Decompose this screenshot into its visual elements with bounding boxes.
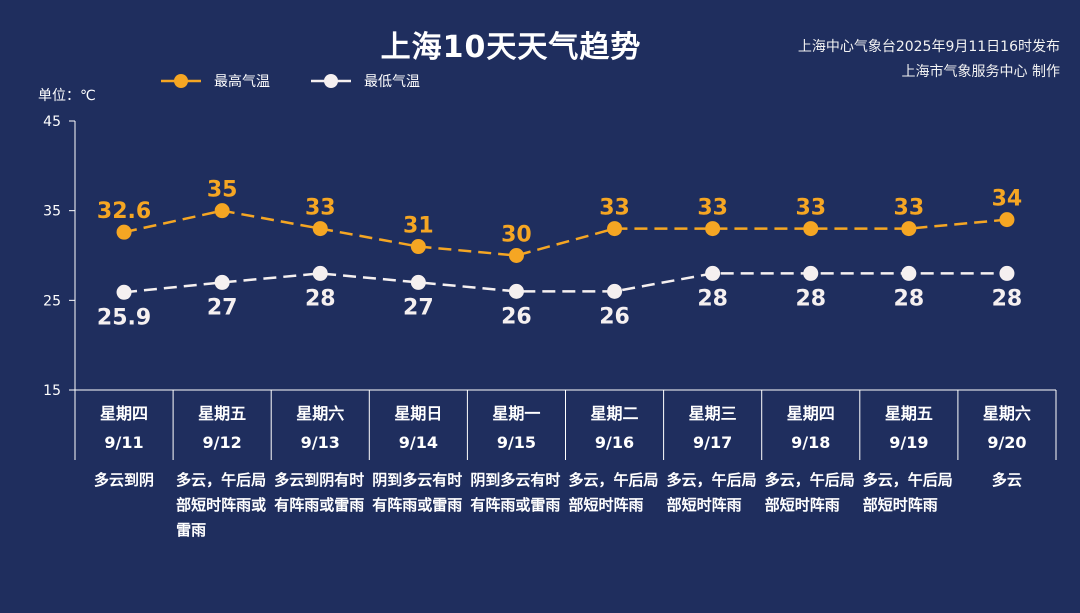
data-label-low: 27 xyxy=(403,295,434,320)
weekday-label: 星期二 xyxy=(590,404,639,423)
series-low-line xyxy=(123,272,1007,294)
legend-low-temp: 最低气温 xyxy=(310,70,420,92)
weekday-label: 星期三 xyxy=(688,404,737,423)
point-low xyxy=(410,274,426,290)
point-low xyxy=(116,284,132,300)
day-header: 星期五 9/12 xyxy=(173,392,271,453)
point-low xyxy=(312,265,328,281)
data-label-high: 31 xyxy=(403,214,434,239)
data-label-low: 28 xyxy=(697,286,728,311)
weekday-label: 星期六 xyxy=(982,404,1031,423)
unit-label: 单位：℃ xyxy=(38,88,96,104)
data-label-low: 28 xyxy=(894,286,925,311)
data-label-high: 32.6 xyxy=(97,199,151,224)
weekday-label: 星期一 xyxy=(492,404,541,423)
data-label-high: 35 xyxy=(207,178,238,203)
day-header: 星期日 9/14 xyxy=(369,392,467,453)
point-low xyxy=(803,265,819,281)
weather-description: 多云，午后局部短时阵雨或雷雨 xyxy=(176,471,267,539)
legend-high-label: 最高气温 xyxy=(214,74,270,90)
day-header: 星期四 9/18 xyxy=(762,392,860,453)
day-header: 星期三 9/17 xyxy=(664,392,762,453)
date-label: 9/14 xyxy=(398,433,438,452)
point-low xyxy=(508,283,524,299)
day-header: 星期一 9/15 xyxy=(467,392,565,453)
data-label-low: 25.9 xyxy=(97,305,151,330)
day-header: 星期五 9/19 xyxy=(860,392,958,453)
data-label-high: 33 xyxy=(795,196,826,221)
point-high xyxy=(607,221,623,237)
y-tick-label: 15 xyxy=(43,383,61,399)
date-label: 9/18 xyxy=(791,433,831,452)
data-label-low: 26 xyxy=(501,304,532,329)
weather-description: 多云 xyxy=(991,471,1022,489)
weather-description: 多云，午后局部短时阵雨 xyxy=(764,471,855,514)
y-tick-label: 25 xyxy=(43,293,61,309)
weather-description: 多云到阴 xyxy=(94,471,155,489)
point-high xyxy=(312,221,328,237)
point-high xyxy=(214,203,230,219)
series-high-line xyxy=(123,209,1008,257)
date-label: 9/19 xyxy=(889,433,929,452)
point-low xyxy=(607,283,623,299)
data-label-high: 30 xyxy=(501,223,532,248)
data-label-high: 33 xyxy=(697,196,728,221)
weekday-label: 星期四 xyxy=(786,404,835,423)
data-label-low: 28 xyxy=(992,286,1023,311)
weekday-label: 星期日 xyxy=(394,404,443,423)
legend-low-label: 最低气温 xyxy=(364,74,420,90)
data-label-high: 34 xyxy=(992,187,1023,212)
data-label-low: 28 xyxy=(795,286,826,311)
point-high xyxy=(705,221,721,237)
point-low xyxy=(999,265,1015,281)
date-label: 9/12 xyxy=(202,433,242,452)
point-high xyxy=(410,239,426,255)
point-low xyxy=(214,274,230,290)
data-label-low: 28 xyxy=(305,286,336,311)
date-label: 9/17 xyxy=(693,433,733,452)
y-tick-label: 45 xyxy=(43,114,61,130)
date-label: 9/13 xyxy=(300,433,340,452)
weather-description: 多云到阴有时有阵雨或雷雨 xyxy=(274,471,365,514)
point-high xyxy=(999,212,1015,228)
day-header: 星期四 9/11 xyxy=(75,392,173,453)
legend-high-temp: 最高气温 xyxy=(160,70,270,92)
point-high xyxy=(508,248,524,263)
weather-description: 多云，午后局部短时阵雨 xyxy=(666,471,757,514)
weather-description: 多云，午后局部短时阵雨 xyxy=(862,471,953,514)
legend-high-marker-icon xyxy=(161,74,201,88)
date-label: 9/11 xyxy=(104,433,144,452)
day-header: 星期六 9/20 xyxy=(958,392,1056,453)
date-label: 9/16 xyxy=(594,433,635,452)
legend-low-marker-icon xyxy=(311,74,351,88)
data-label-high: 33 xyxy=(305,196,336,221)
weather-description: 阴到多云有时有阵雨或雷雨 xyxy=(372,471,463,514)
publish-source: 上海中心气象台2025年9月11日16时发布 xyxy=(797,39,1060,55)
day-header: 星期六 9/13 xyxy=(271,392,369,453)
data-label-low: 26 xyxy=(599,304,630,329)
y-tick-label: 35 xyxy=(43,204,61,220)
weekday-label: 星期四 xyxy=(100,404,149,423)
date-label: 9/15 xyxy=(496,433,537,452)
point-low xyxy=(901,265,917,281)
producer-credit: 上海市气象服务中心 制作 xyxy=(901,64,1060,80)
weekday-label: 星期五 xyxy=(884,404,933,423)
weekday-label: 星期六 xyxy=(296,404,345,423)
point-low xyxy=(705,265,721,281)
date-label: 9/20 xyxy=(987,433,1027,452)
data-label-low: 27 xyxy=(207,295,238,320)
data-label-high: 33 xyxy=(599,196,630,221)
weather-description: 阴到多云有时有阵雨或雷雨 xyxy=(470,471,561,514)
point-high xyxy=(803,221,819,237)
day-header: 星期二 9/16 xyxy=(566,392,664,453)
weekday-label: 星期五 xyxy=(198,404,247,423)
point-high xyxy=(116,224,132,240)
data-label-high: 33 xyxy=(894,196,925,221)
point-high xyxy=(901,221,917,237)
chart-title: 上海10天天气趋势 xyxy=(380,30,642,65)
weather-description: 多云，午后局部短时阵雨 xyxy=(568,471,659,514)
